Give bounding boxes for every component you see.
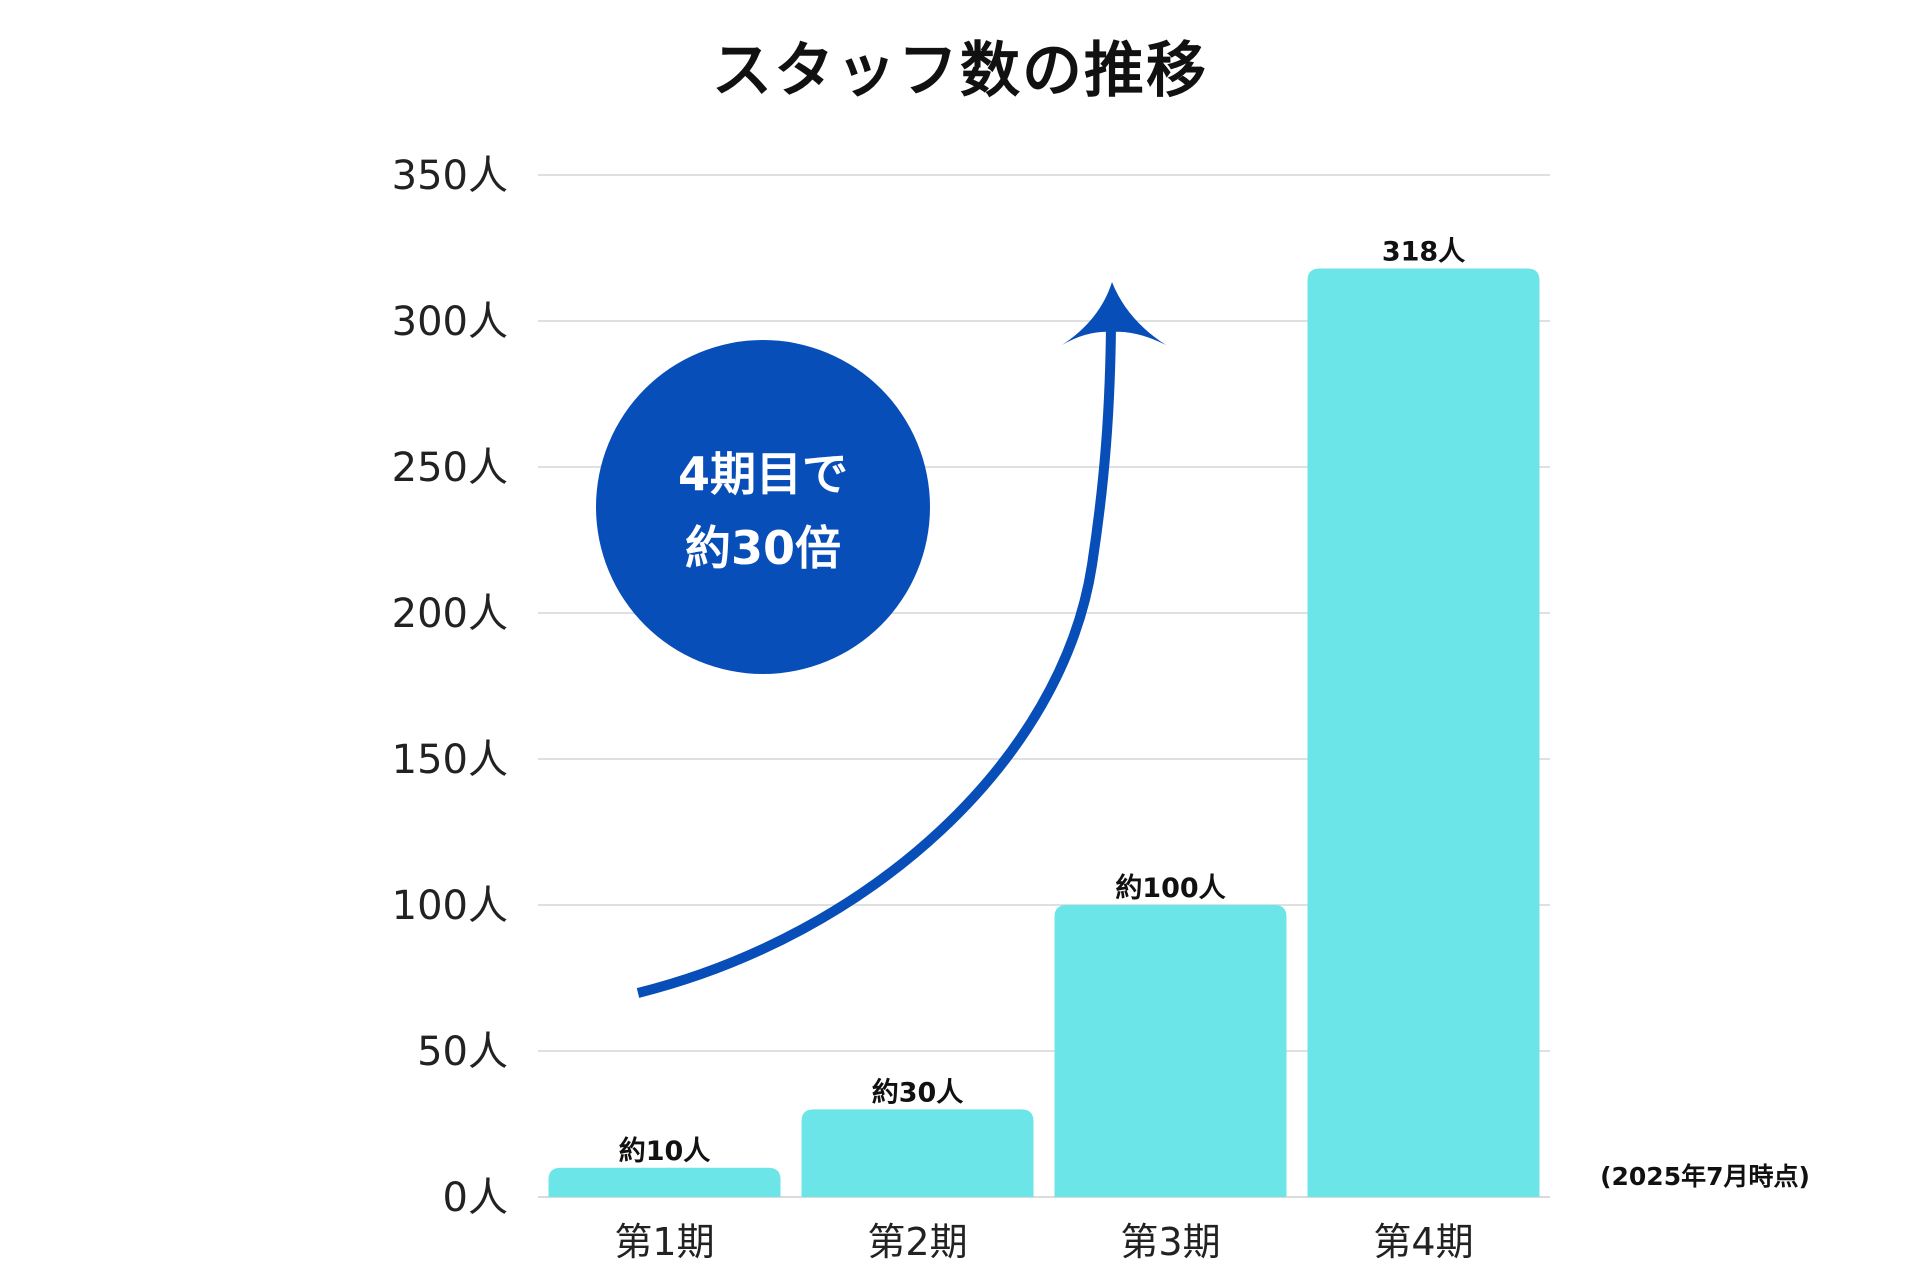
y-tick-label: 300人 xyxy=(392,299,508,345)
growth-arrow-head-icon xyxy=(1062,282,1166,345)
y-tick-label: 0人 xyxy=(443,1175,508,1221)
growth-arrow-line xyxy=(636,326,1116,998)
bar-2 xyxy=(801,1109,1034,1197)
bar-data-label: 約30人 xyxy=(872,1076,964,1108)
bar-4 xyxy=(1307,268,1540,1197)
bar-data-labels: 約10人 約30人 約100人 318人 xyxy=(619,236,1465,1166)
y-tick-label: 100人 xyxy=(392,883,508,929)
y-tick-label: 200人 xyxy=(392,591,508,637)
chart-title: スタッフ数の推移 xyxy=(712,36,1208,106)
callout-line-1: 4期目で xyxy=(677,447,848,501)
x-tick-label: 第4期 xyxy=(1373,1220,1473,1264)
bar-3 xyxy=(1054,905,1287,1197)
bars xyxy=(548,268,1540,1197)
y-axis-ticks: 0人 50人 100人 150人 200人 250人 300人 350人 xyxy=(392,153,508,1221)
y-tick-label: 50人 xyxy=(417,1029,508,1075)
x-tick-label: 第2期 xyxy=(867,1220,967,1264)
y-tick-label: 250人 xyxy=(392,445,508,491)
date-note: (2025年7月時点) xyxy=(1600,1162,1810,1191)
callout-text: 4期目で 約30倍 xyxy=(593,437,933,585)
bar-data-label: 約100人 xyxy=(1115,872,1225,904)
x-tick-label: 第1期 xyxy=(614,1220,714,1264)
callout-circle xyxy=(596,340,930,674)
callout-line-2: 約30倍 xyxy=(684,521,841,575)
y-tick-label: 150人 xyxy=(392,737,508,783)
x-axis-ticks: 第1期 第2期 第3期 第4期 xyxy=(614,1220,1473,1264)
bar-data-label: 約10人 xyxy=(619,1135,711,1167)
y-tick-label: 350人 xyxy=(392,153,508,199)
x-tick-label: 第3期 xyxy=(1120,1220,1220,1264)
bar-data-label: 318人 xyxy=(1382,236,1465,267)
bar-1 xyxy=(548,1167,781,1197)
